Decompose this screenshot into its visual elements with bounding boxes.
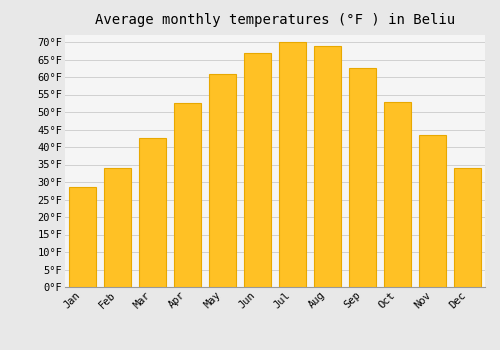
Bar [174,103,201,287]
Bar [210,74,236,287]
Bar [454,168,480,287]
Bar [280,42,305,287]
Bar [140,138,166,287]
Title: Average monthly temperatures (°F ) in Beliu: Average monthly temperatures (°F ) in Be… [95,13,455,27]
Bar [244,52,270,287]
Bar [350,68,376,287]
Bar [314,46,340,287]
Bar [384,102,410,287]
Bar [104,168,130,287]
Bar [420,135,446,287]
Bar [70,187,96,287]
